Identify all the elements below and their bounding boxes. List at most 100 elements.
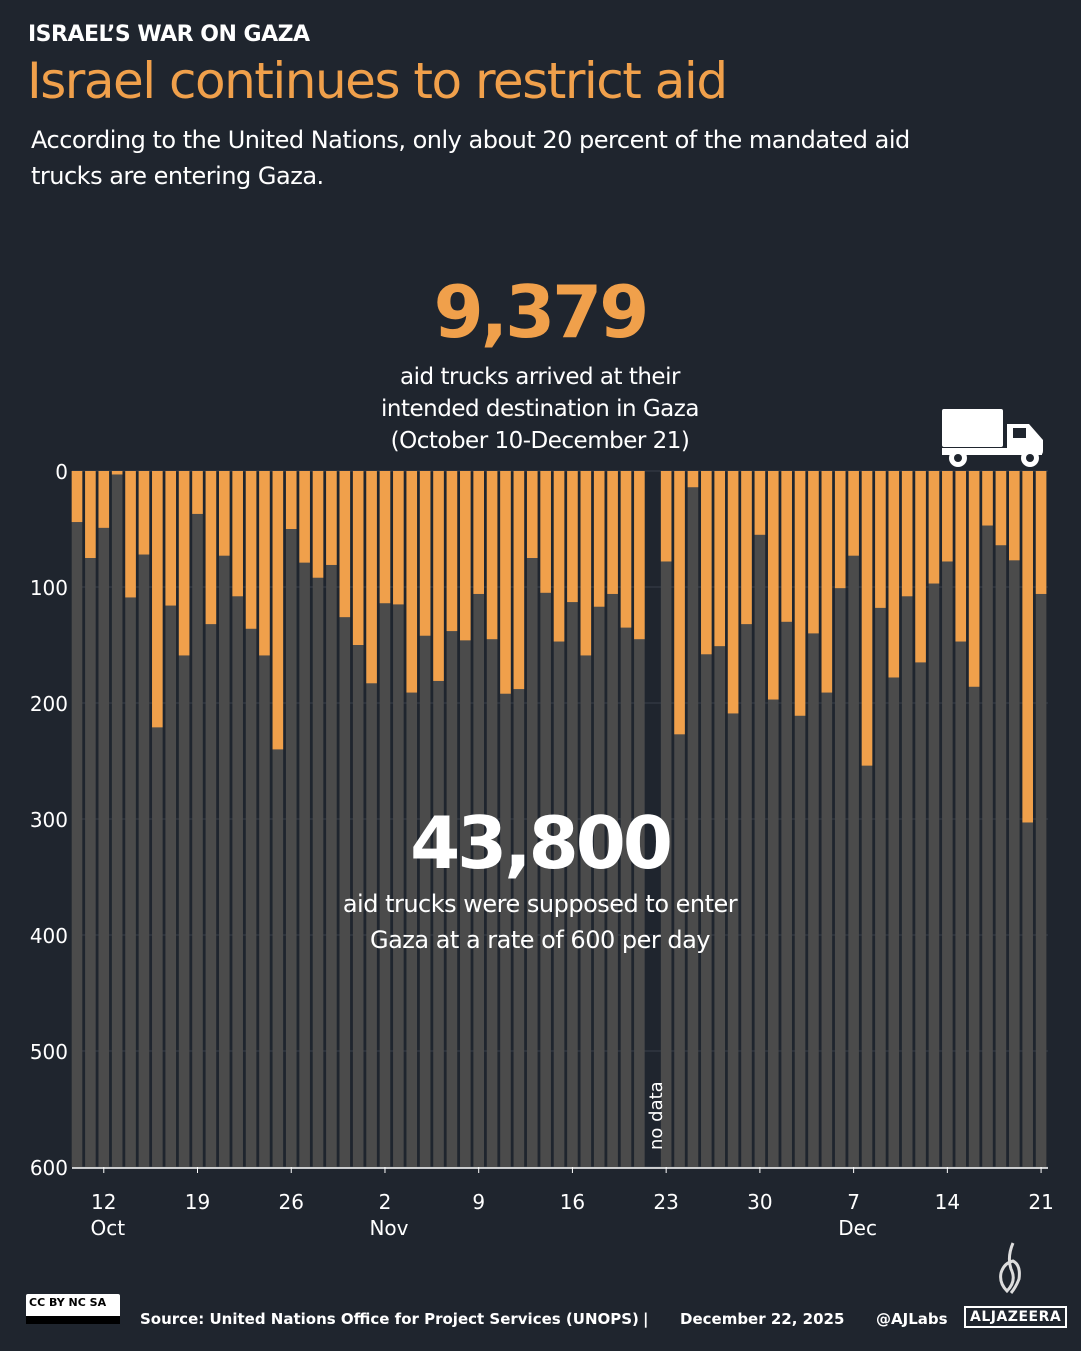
x-tick-label: 21 — [1028, 1190, 1053, 1214]
bar-arrived — [727, 471, 739, 714]
bar-remaining — [928, 471, 940, 1167]
bar-arrived — [98, 471, 110, 528]
bar-arrived — [955, 471, 967, 642]
kicker: ISRAEL’S WAR ON GAZA — [28, 22, 310, 47]
bar-arrived — [178, 471, 190, 656]
chart-subtitle: According to the United Nations, only ab… — [31, 126, 910, 190]
bar-arrived — [285, 471, 297, 529]
bar-remaining — [513, 471, 525, 1167]
bar-remaining — [674, 471, 685, 1167]
bar-remaining — [152, 471, 163, 1167]
bar-remaining — [942, 471, 953, 1167]
bar-remaining — [285, 471, 297, 1167]
bar-remaining — [379, 471, 391, 1167]
bar-remaining — [794, 471, 806, 1167]
x-month-label: Oct — [90, 1216, 125, 1240]
x-month-label: Dec — [838, 1216, 877, 1240]
bar-arrived — [915, 471, 926, 663]
arrived-caption-3: (October 10-December 21) — [391, 428, 690, 454]
bar-arrived — [232, 471, 243, 597]
bar-remaining — [192, 471, 203, 1167]
bar-arrived — [111, 471, 123, 475]
x-tick-label: 14 — [935, 1190, 960, 1214]
arrived-caption-2: intended destination in Gaza — [381, 396, 699, 422]
bar-arrived — [968, 471, 980, 687]
bar-remaining — [861, 471, 873, 1167]
y-tick-label: 300 — [30, 808, 68, 832]
x-tick-label: 16 — [560, 1190, 585, 1214]
bar-remaining — [540, 471, 551, 1167]
bar-arrived — [486, 471, 498, 640]
bar-arrived — [741, 471, 752, 625]
bar-arrived — [794, 471, 806, 716]
bar-arrived — [500, 471, 511, 694]
bar-arrived — [593, 471, 605, 607]
bar-remaining — [393, 471, 404, 1167]
bar-arrived — [419, 471, 431, 636]
bar-arrived — [259, 471, 270, 656]
bar-remaining — [607, 471, 618, 1167]
bar-remaining — [808, 471, 819, 1167]
bar-arrived — [245, 471, 257, 629]
bar-remaining — [165, 471, 177, 1167]
bar-arrived — [165, 471, 177, 606]
cc-license-text: CC BY NC SA — [29, 1296, 107, 1309]
bar-remaining — [714, 471, 726, 1167]
bar-arrived — [701, 471, 712, 655]
bar-arrived — [982, 471, 993, 526]
bar-arrived — [205, 471, 217, 625]
bar-remaining — [500, 471, 511, 1167]
bar-arrived — [567, 471, 578, 603]
x-tick-label: 26 — [279, 1190, 304, 1214]
target-caption-2: Gaza at a rate of 600 per day — [370, 926, 710, 954]
x-tick-label: 23 — [653, 1190, 678, 1214]
bar-remaining — [754, 471, 766, 1167]
bar-remaining — [326, 471, 337, 1167]
y-tick-label: 600 — [30, 1156, 68, 1180]
bar-remaining — [955, 471, 967, 1167]
footer-separator: | — [643, 1310, 649, 1328]
bar-arrived — [808, 471, 819, 634]
ajlabs-handle: @AJLabs — [876, 1310, 948, 1328]
truck-icon — [942, 409, 1043, 467]
bar-remaining — [272, 471, 284, 1167]
y-tick-label: 100 — [30, 576, 68, 600]
bar-arrived — [580, 471, 592, 656]
x-tick-label: 7 — [847, 1190, 860, 1214]
y-tick-label: 500 — [30, 1040, 68, 1064]
x-tick-label: 2 — [379, 1190, 392, 1214]
bar-remaining — [419, 471, 431, 1167]
no-data-label: no data — [646, 1081, 667, 1150]
x-month-label: Nov — [369, 1216, 408, 1240]
bar-remaining — [834, 471, 846, 1167]
bar-arrived — [326, 471, 337, 565]
bar-remaining — [85, 471, 96, 1167]
bar-remaining — [968, 471, 980, 1167]
bar-remaining — [767, 471, 779, 1167]
bar-remaining — [205, 471, 217, 1167]
chart-title: Israel continues to restrict aid — [27, 52, 728, 110]
arrived-total: 9,379 — [434, 270, 647, 354]
bar-arrived — [406, 471, 418, 693]
bar-arrived — [71, 471, 83, 523]
bar-arrived — [848, 471, 859, 556]
bar-arrived — [888, 471, 900, 678]
arrived-caption-1: aid trucks arrived at their — [400, 364, 681, 390]
bar-arrived — [781, 471, 792, 622]
bar-arrived — [1022, 471, 1033, 823]
bar-arrived — [393, 471, 404, 605]
bar-arrived — [875, 471, 886, 608]
bar-arrived — [299, 471, 310, 563]
bar-arrived — [138, 471, 150, 555]
bar-arrived — [620, 471, 632, 628]
aljazeera-wordmark: ALJAZEERA — [964, 1306, 1068, 1328]
bar-remaining — [486, 471, 498, 1167]
bar-arrived — [553, 471, 565, 642]
creative-commons-icon: CC BY NC SA — [26, 1294, 120, 1324]
bar-remaining — [593, 471, 605, 1167]
bar-remaining — [406, 471, 418, 1167]
bar-arrived — [634, 471, 645, 640]
bar-arrived — [433, 471, 444, 681]
bar-remaining — [232, 471, 243, 1167]
